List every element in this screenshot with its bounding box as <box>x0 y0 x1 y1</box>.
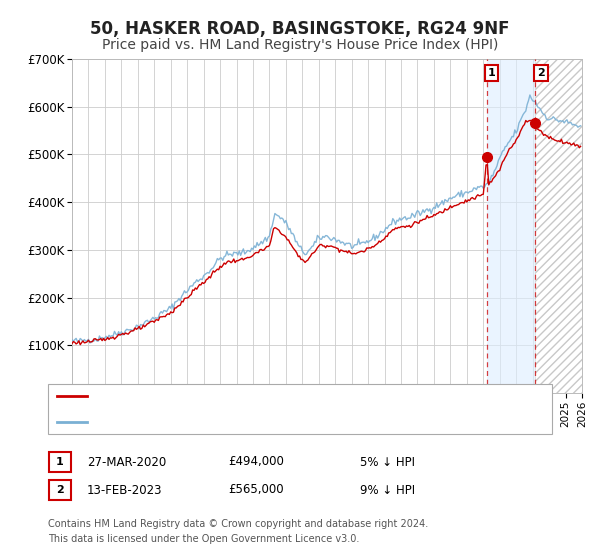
Text: This data is licensed under the Open Government Licence v3.0.: This data is licensed under the Open Gov… <box>48 534 359 544</box>
Text: 9% ↓ HPI: 9% ↓ HPI <box>360 483 415 497</box>
Text: 2: 2 <box>56 485 64 495</box>
Text: £565,000: £565,000 <box>228 483 284 497</box>
Text: 50, HASKER ROAD, BASINGSTOKE, RG24 9NF: 50, HASKER ROAD, BASINGSTOKE, RG24 9NF <box>90 20 510 38</box>
Text: 1: 1 <box>56 457 64 467</box>
Text: HPI: Average price, detached house, Basingstoke and Deane: HPI: Average price, detached house, Basi… <box>93 417 431 427</box>
Text: 2: 2 <box>537 68 545 78</box>
Text: 50, HASKER ROAD, BASINGSTOKE, RG24 9NF (detached house): 50, HASKER ROAD, BASINGSTOKE, RG24 9NF (… <box>93 391 446 401</box>
Bar <box>487 59 535 393</box>
Text: 1: 1 <box>488 68 496 78</box>
Text: Price paid vs. HM Land Registry's House Price Index (HPI): Price paid vs. HM Land Registry's House … <box>102 38 498 52</box>
Text: 13-FEB-2023: 13-FEB-2023 <box>87 483 163 497</box>
Bar <box>535 59 582 393</box>
Text: 5% ↓ HPI: 5% ↓ HPI <box>360 455 415 469</box>
Text: 27-MAR-2020: 27-MAR-2020 <box>87 455 166 469</box>
Text: Contains HM Land Registry data © Crown copyright and database right 2024.: Contains HM Land Registry data © Crown c… <box>48 519 428 529</box>
Text: £494,000: £494,000 <box>228 455 284 469</box>
